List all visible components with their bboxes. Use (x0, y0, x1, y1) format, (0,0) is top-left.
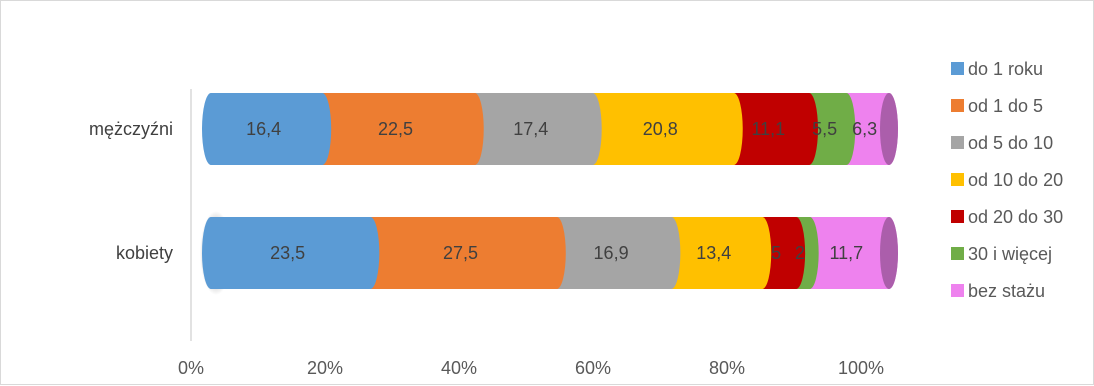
category-label-kobiety: kobiety (116, 243, 173, 263)
x-tick-label: 100% (838, 358, 884, 378)
legend-swatch (951, 136, 964, 149)
data-label: 13,4 (696, 243, 731, 263)
legend-item-od-1-do-5: od 1 do 5 (951, 96, 1043, 116)
data-label: 11,1 (752, 119, 786, 139)
data-label: 20,8 (643, 119, 678, 139)
data-label: 16,9 (594, 243, 629, 263)
legend: do 1 roku od 1 do 5 od 5 do 10 od 10 do 20 o… (951, 59, 1063, 301)
bar-segment-od-10-do-20-mezczyzni (583, 93, 743, 165)
x-tick-label: 40% (441, 358, 477, 378)
category-label-mezczyzni: mężczyźni (89, 119, 173, 139)
data-label: 6,3 (852, 119, 877, 139)
legend-swatch (951, 62, 964, 75)
bar-segment-od-1-do-5-kobiety (361, 217, 566, 289)
bar-segment-od-1-do-5-mezczyzni (313, 93, 484, 165)
x-tick-label: 60% (575, 358, 611, 378)
legend-swatch (951, 99, 964, 112)
legend-swatch (951, 210, 964, 223)
data-label: 22,5 (378, 119, 413, 139)
x-axis-ticks: 0% 20% 40% 60% 80% 100% (178, 358, 884, 378)
data-label: 27,5 (443, 243, 478, 263)
data-label: 17,4 (513, 119, 548, 139)
legend-item-od-5-do-10: od 5 do 10 (951, 133, 1053, 153)
legend-swatch (951, 284, 964, 297)
legend-item-do-1-roku: do 1 roku (951, 59, 1043, 79)
legend-swatch (951, 173, 964, 186)
legend-label: do 1 roku (968, 59, 1043, 79)
bars: 16,4 22,5 17,4 20,8 11,1 5,5 6,3 23,5 27,5 16,9 13… (200, 93, 898, 295)
data-label: 5 (771, 243, 781, 263)
bar-segment-bez-stazu-kobiety (800, 217, 898, 289)
legend-item-od-10-do-20: od 10 do 20 (951, 170, 1063, 190)
y-axis-categories: mężczyźni kobiety (89, 119, 173, 263)
bar-segment-od-10-do-20-kobiety (662, 217, 772, 289)
bar-end-cap (880, 93, 898, 165)
legend-item-od-20-do-30: od 20 do 30 (951, 207, 1063, 227)
data-label: 23,5 (270, 243, 305, 263)
bar-segment-od-20-do-30-mezczyzni (724, 93, 818, 165)
bar-segment-od-5-do-10-mezczyzni (465, 93, 602, 165)
x-tick-label: 20% (307, 358, 343, 378)
bar-segment-do-1-roku-mezczyzni (202, 93, 332, 165)
legend-swatch (951, 247, 964, 260)
data-label: 2 (795, 243, 805, 263)
data-label: 11,7 (829, 243, 863, 263)
x-tick-label: 80% (709, 358, 745, 378)
bar-segment-do-1-roku-kobiety (202, 217, 380, 289)
bar-end-cap (880, 217, 898, 289)
legend-item-30-i-wiecej: 30 i więcej (951, 244, 1052, 264)
data-label: 5,5 (812, 119, 837, 139)
data-label: 16,4 (246, 119, 281, 139)
legend-label: od 5 do 10 (968, 133, 1053, 153)
legend-label: od 20 do 30 (968, 207, 1063, 227)
x-tick-label: 0% (178, 358, 204, 378)
legend-label: 30 i więcej (968, 244, 1052, 264)
legend-item-bez-stazu: bez stażu (951, 281, 1045, 301)
bar-segment-od-5-do-10-kobiety (547, 217, 681, 289)
legend-label: bez stażu (968, 281, 1045, 301)
legend-label: od 10 do 20 (968, 170, 1063, 190)
legend-label: od 1 do 5 (968, 96, 1043, 116)
